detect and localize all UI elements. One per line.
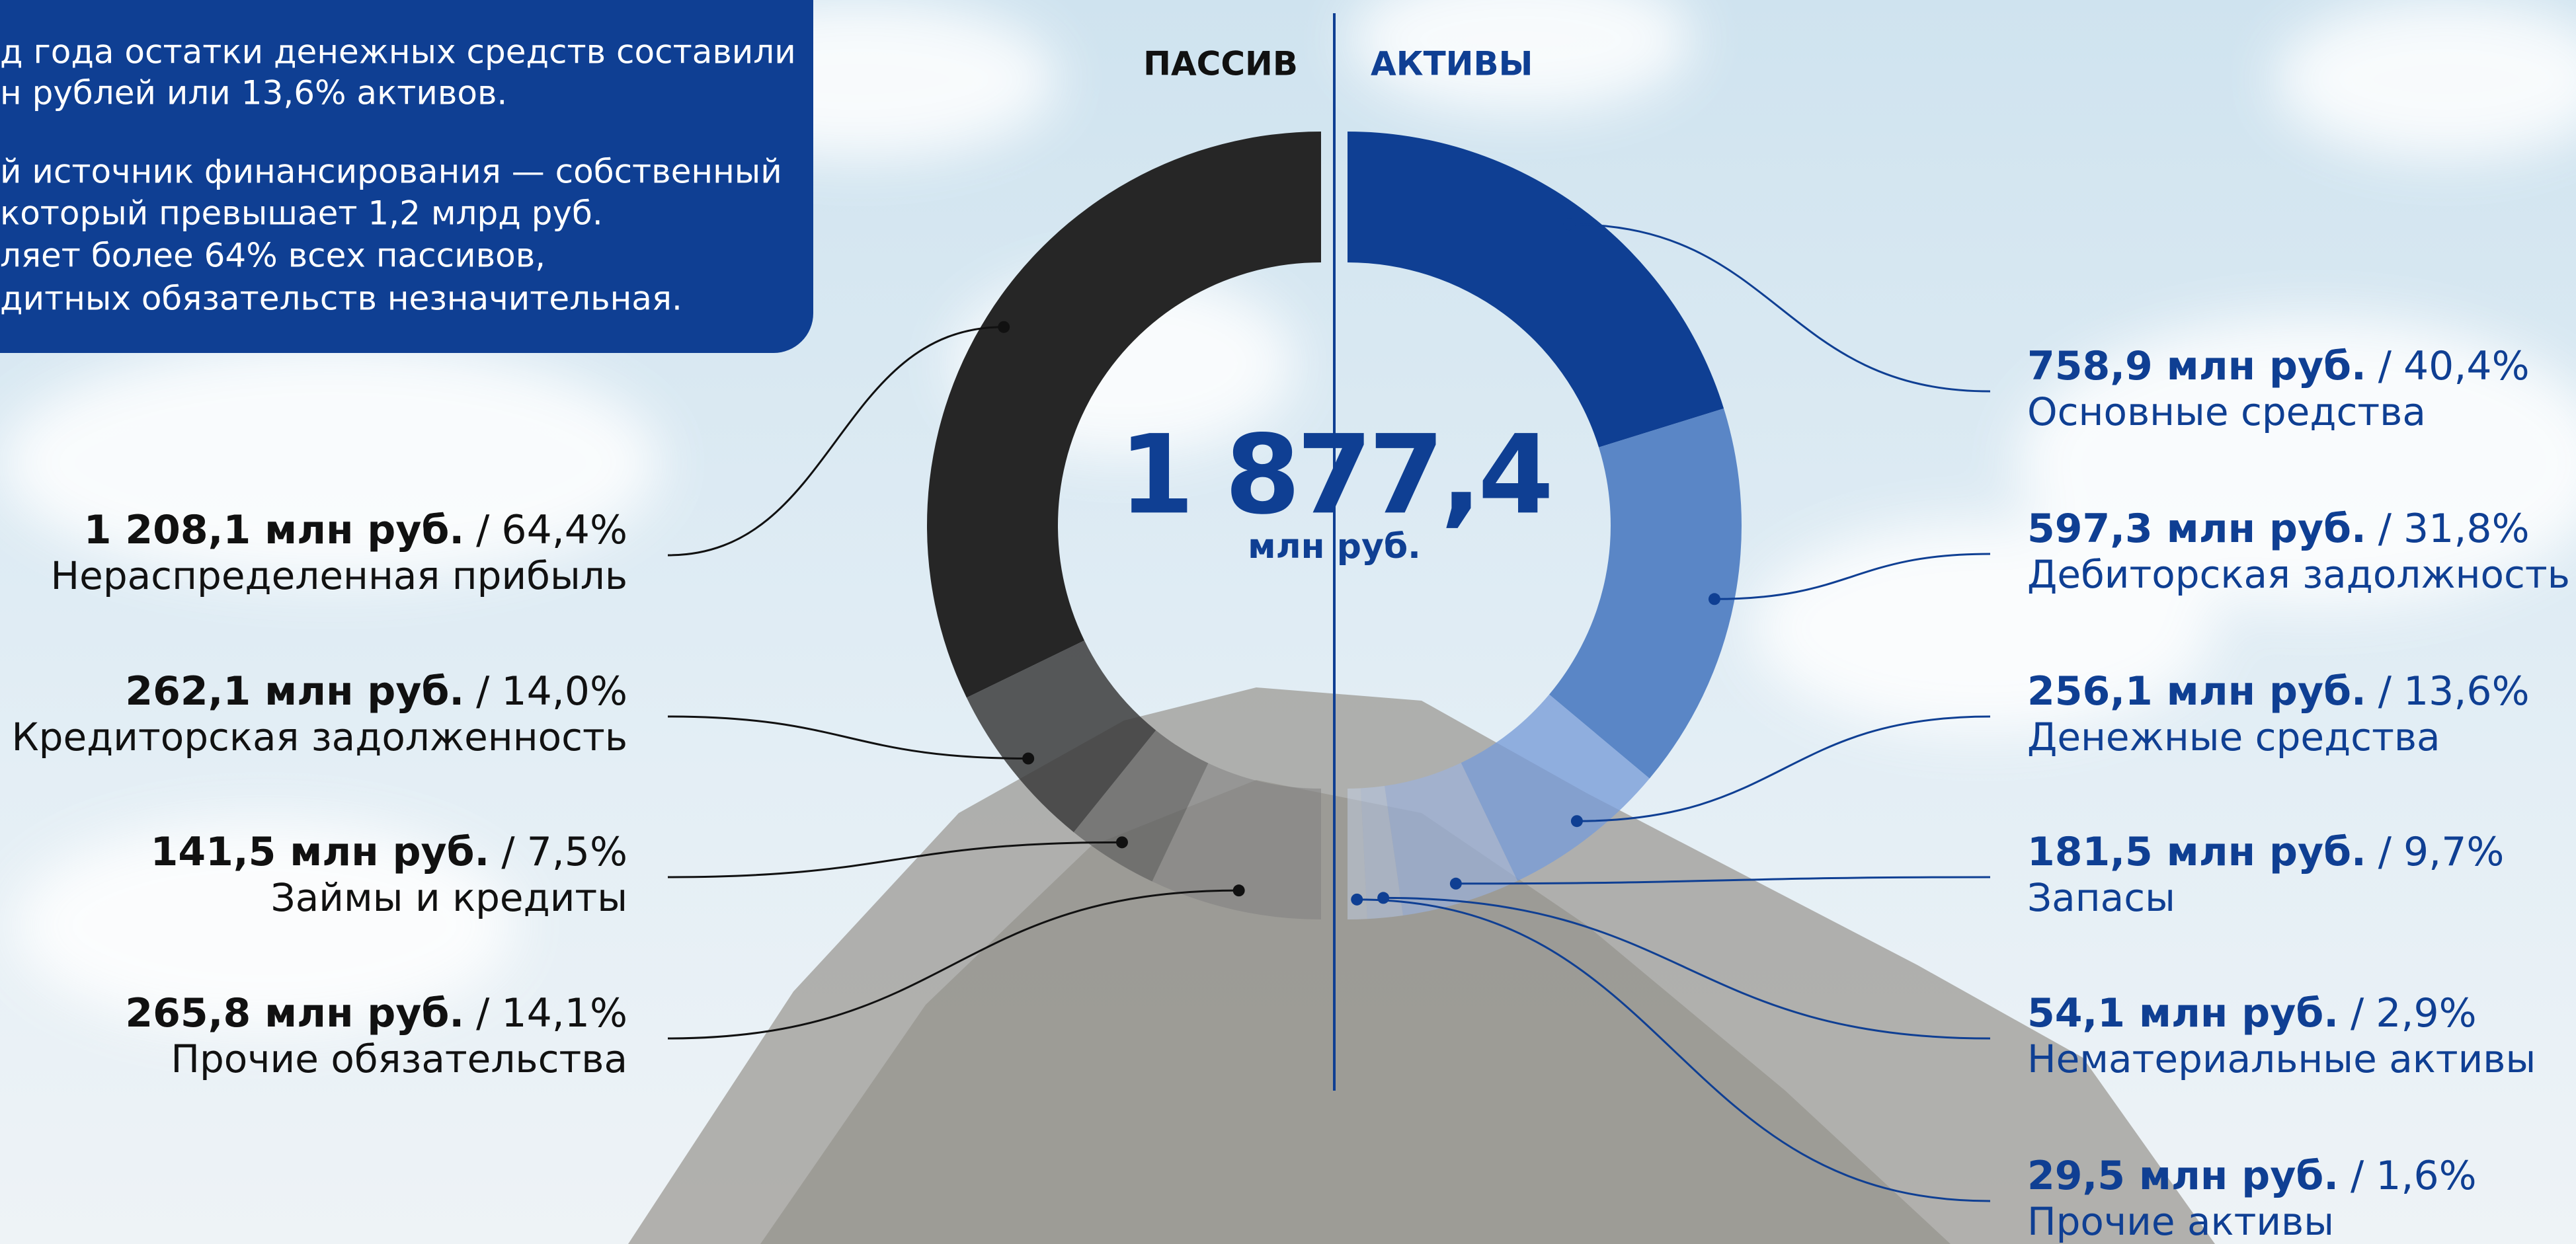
- label-separator: /: [2378, 343, 2392, 389]
- category-label: Кредиторская задолженность: [11, 715, 627, 759]
- leader-line: [1714, 553, 1991, 600]
- total-value: 1 877,4: [1119, 411, 1550, 538]
- label-separator: /: [2351, 990, 2364, 1036]
- donut-segment: [1549, 408, 1742, 779]
- share-label: 14,1%: [501, 990, 627, 1036]
- donut: [927, 132, 1742, 919]
- donut-segment: [1073, 730, 1209, 882]
- category-label: Прочие активы: [2027, 1199, 2334, 1244]
- text-box-line: ляет более 64% всех пассивов,: [0, 237, 545, 275]
- donut-segment: [1152, 763, 1321, 919]
- label-separator: /: [2351, 1153, 2364, 1199]
- leader-dot: [998, 321, 1010, 333]
- segment-value-label: 597,3 млн руб. /31,8%: [2027, 506, 2530, 552]
- value-label: 265,8 млн руб.: [125, 990, 464, 1036]
- category-label: Денежные средства: [2027, 715, 2440, 759]
- label-separator: /: [2378, 506, 2392, 552]
- segment-value-label: 758,9 млн руб. /40,4%: [2027, 343, 2530, 389]
- value-label: 141,5 млн руб.: [151, 829, 490, 875]
- leader-dot: [1563, 218, 1576, 231]
- value-label: 29,5 млн руб.: [2027, 1153, 2339, 1199]
- category-label: Займы и кредиты: [271, 875, 627, 920]
- value-label: 54,1 млн руб.: [2027, 990, 2339, 1036]
- share-label: 2,9%: [2376, 990, 2476, 1036]
- label-separator: /: [2378, 829, 2392, 875]
- total-unit: млн руб.: [1248, 527, 1421, 566]
- share-label: 31,8%: [2403, 506, 2530, 552]
- leader-dot: [1449, 877, 1462, 890]
- category-label: Запасы: [2027, 875, 2175, 920]
- label-separator: /: [501, 829, 515, 875]
- label-separator: /: [476, 507, 490, 553]
- leader-line: [667, 715, 1029, 759]
- leader-line: [667, 889, 1239, 1040]
- text-box-line: н рублей или 13,6% активов.: [0, 74, 507, 112]
- donut-segment: [1348, 132, 1724, 447]
- share-label: 64,4%: [501, 507, 627, 553]
- leader-dot: [1022, 752, 1035, 765]
- leader-line: [1357, 898, 1991, 1202]
- segment-value-label: 256,1 млн руб. /13,6%: [2027, 668, 2530, 715]
- donut-segment: [927, 132, 1321, 698]
- leader-dot: [1570, 815, 1583, 828]
- text-box-line: дитных обязательств незначительная.: [0, 280, 682, 318]
- text-box: [0, 0, 813, 353]
- text-box-line: й источник финансирования — собственный: [0, 153, 782, 191]
- label-separator: /: [476, 990, 490, 1036]
- left-title: ПАССИВ: [1143, 45, 1298, 83]
- value-label: 256,1 млн руб.: [2027, 668, 2366, 715]
- leader-dot: [1708, 593, 1720, 605]
- category-label: Прочие обязательства: [171, 1036, 627, 1081]
- value-label: 262,1 млн руб.: [125, 668, 464, 715]
- value-label: 181,5 млн руб.: [2027, 829, 2366, 875]
- segment-value-label: 54,1 млн руб. / 2,9%: [2027, 990, 2477, 1036]
- share-label: 7,5%: [527, 829, 627, 875]
- share-label: 14,0%: [501, 668, 627, 715]
- category-label: Нематериальные активы: [2027, 1036, 2536, 1081]
- text-box-line: который превышает 1,2 млрд руб.: [0, 194, 603, 233]
- leader-line: [1383, 896, 1991, 1040]
- donut-segment: [1385, 763, 1518, 916]
- share-label: 40,4%: [2403, 343, 2530, 389]
- leader-dot: [1351, 893, 1363, 906]
- label-separator: /: [2378, 668, 2392, 715]
- leader-dot: [1377, 892, 1390, 904]
- leader-line: [1576, 715, 1991, 822]
- segment-value-label: 29,5 млн руб. / 1,6%: [2027, 1153, 2477, 1199]
- leader-line: [667, 326, 1004, 557]
- segment-value-label: 181,5 млн руб. /9,7%: [2027, 829, 2504, 875]
- value-label: 1 208,1 млн руб.: [84, 507, 464, 553]
- label-separator: /: [476, 668, 490, 715]
- share-label: 1,6%: [2376, 1153, 2476, 1199]
- donut-segment: [966, 640, 1156, 832]
- text-box-line: д года остатки денежных средств составил…: [0, 33, 796, 71]
- segment-value-label: 141,5 млн руб./ 7,5%: [151, 829, 627, 875]
- segment-value-label: 1 208,1 млн руб. /64,4%: [84, 507, 627, 553]
- right-title: АКТИВЫ: [1371, 45, 1533, 83]
- leader-line: [667, 841, 1122, 878]
- category-label: Нераспределенная прибыль: [51, 553, 627, 598]
- share-label: 13,6%: [2403, 668, 2530, 715]
- leader-dot: [1232, 884, 1245, 897]
- value-label: 758,9 млн руб.: [2027, 343, 2366, 389]
- value-label: 597,3 млн руб.: [2027, 506, 2366, 552]
- category-label: Основные средства: [2027, 389, 2426, 434]
- segment-value-label: 265,8 млн руб. /14,1%: [125, 990, 627, 1036]
- donut-segment: [1360, 786, 1403, 919]
- segment-value-label: 262,1 млн руб. /14,0%: [125, 668, 627, 715]
- category-label: Дебиторская задолжность: [2027, 552, 2570, 597]
- mountain-shadow: [760, 780, 1951, 1244]
- donut-segment: [1348, 788, 1367, 919]
- leader-dot: [1115, 836, 1128, 849]
- share-label: 9,7%: [2403, 829, 2504, 875]
- donut-segment: [1461, 694, 1650, 881]
- leader-line: [1569, 223, 1991, 393]
- leader-line: [1455, 876, 1991, 885]
